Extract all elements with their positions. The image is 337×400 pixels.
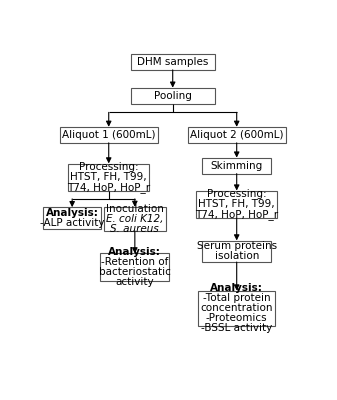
Text: bacteriostatic: bacteriostatic <box>99 267 171 277</box>
Text: -ALP activity: -ALP activity <box>40 218 104 228</box>
Text: Processing:: Processing: <box>207 190 267 200</box>
Text: DHM samples: DHM samples <box>137 57 208 67</box>
FancyBboxPatch shape <box>131 88 214 104</box>
Text: Pooling: Pooling <box>154 91 192 101</box>
FancyBboxPatch shape <box>202 158 271 174</box>
Text: isolation: isolation <box>215 251 259 261</box>
Text: Analysis:: Analysis: <box>109 247 161 257</box>
Text: Aliquot 1 (600mL): Aliquot 1 (600mL) <box>62 130 155 140</box>
FancyBboxPatch shape <box>100 254 170 281</box>
FancyBboxPatch shape <box>60 127 158 143</box>
Text: -Proteomics: -Proteomics <box>206 313 268 323</box>
FancyBboxPatch shape <box>131 54 214 70</box>
Text: -BSSL activity: -BSSL activity <box>201 323 272 333</box>
FancyBboxPatch shape <box>202 240 271 262</box>
FancyBboxPatch shape <box>196 191 277 218</box>
Text: Analysis:: Analysis: <box>46 208 99 218</box>
Text: activity: activity <box>116 277 154 287</box>
FancyBboxPatch shape <box>198 290 275 326</box>
Text: -Total protein: -Total protein <box>203 293 271 303</box>
FancyBboxPatch shape <box>103 207 166 231</box>
FancyBboxPatch shape <box>188 127 286 143</box>
Text: T74, HoP, HoP_r: T74, HoP, HoP_r <box>195 209 278 220</box>
Text: concentration: concentration <box>201 303 273 313</box>
Text: -Retention of: -Retention of <box>101 257 168 267</box>
Text: Processing:: Processing: <box>79 162 139 172</box>
Text: HTST, FH, T99,: HTST, FH, T99, <box>198 200 275 210</box>
Text: HTST, FH, T99,: HTST, FH, T99, <box>70 172 147 182</box>
Text: E. coli K12,: E. coli K12, <box>106 214 163 224</box>
Text: Analysis:: Analysis: <box>210 283 263 293</box>
Text: Aliquot 2 (600mL): Aliquot 2 (600mL) <box>190 130 283 140</box>
Text: Inoculation: Inoculation <box>106 204 164 214</box>
Text: Skimming: Skimming <box>211 161 263 171</box>
FancyBboxPatch shape <box>43 207 101 229</box>
Text: Serum proteins: Serum proteins <box>196 241 277 251</box>
FancyBboxPatch shape <box>68 164 149 191</box>
Text: S. aureus: S. aureus <box>111 224 159 234</box>
Text: T74, HoP, HoP_r: T74, HoP, HoP_r <box>67 182 150 193</box>
